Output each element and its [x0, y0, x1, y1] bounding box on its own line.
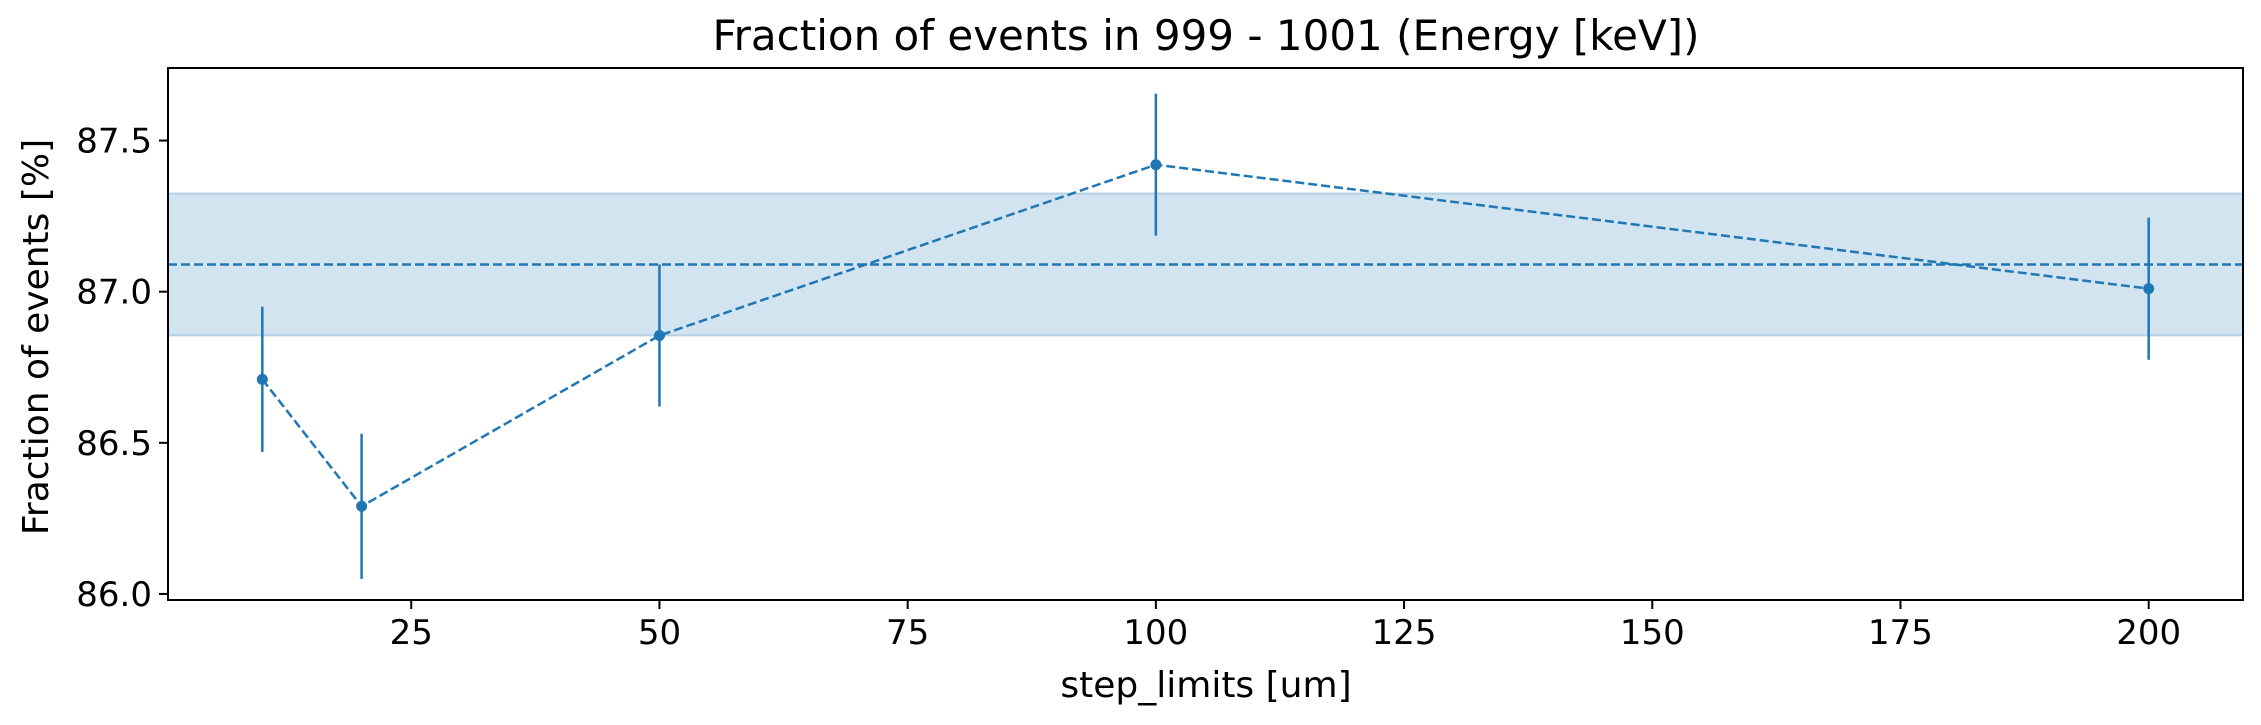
data-point [256, 373, 268, 385]
x-tick-label: 25 [390, 613, 433, 653]
data-point [653, 330, 665, 342]
y-tick-label: 86.5 [76, 424, 152, 464]
x-tick-label: 100 [1123, 613, 1188, 653]
y-tick-label: 87.0 [76, 273, 152, 313]
y-axis-label: Fraction of events [%] [16, 139, 57, 535]
data-point [2143, 283, 2155, 295]
x-tick-label: 125 [1372, 613, 1437, 653]
axes: 25 50 75 100 125 150 175 200 86.0 86.5 87.0 87.5 [76, 67, 2244, 653]
data-point [356, 500, 368, 512]
plot-frame [167, 67, 2244, 601]
plot-content [168, 93, 2243, 579]
x-axis-label: step_limits [um] [1060, 665, 1351, 706]
y-tick-label: 86.0 [76, 575, 152, 615]
x-tick-label: 150 [1620, 613, 1685, 653]
x-tick-label: 75 [886, 613, 929, 653]
data-point [1150, 159, 1162, 171]
plot-area [168, 93, 2243, 579]
y-tick-label: 87.5 [76, 122, 152, 162]
x-tick-label: 50 [638, 613, 681, 653]
series-line [261, 163, 2149, 508]
x-tick-label: 200 [2116, 613, 2181, 653]
chart-title: Fraction of events in 999 - 1001 (Energy… [713, 11, 1700, 60]
x-tick-label: 175 [1868, 613, 1933, 653]
